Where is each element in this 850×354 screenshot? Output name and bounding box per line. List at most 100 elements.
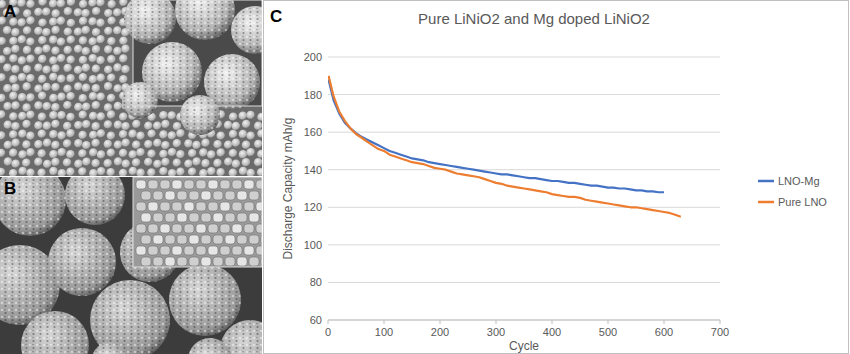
sem-grain [256, 202, 262, 211]
sem-particle [4, 157, 13, 166]
sem-grain [172, 180, 182, 189]
sem-particle [9, 75, 18, 84]
sem-particle [96, 56, 105, 65]
y-tick-label: 60 [310, 314, 322, 326]
sem-particle [38, 113, 47, 122]
sem-particle [66, 74, 75, 83]
sem-particle [49, 18, 58, 27]
sem-texture [169, 264, 241, 336]
sem-particle [122, 82, 158, 118]
sem-particle [67, 19, 76, 28]
sem-particle [38, 36, 47, 45]
sem-grain [148, 224, 158, 233]
sem-particle [229, 149, 238, 158]
sem-particle [113, 8, 122, 17]
sem-particle [65, 177, 125, 225]
y-tick-label: 120 [304, 201, 322, 213]
sem-particle [132, 158, 141, 167]
sem-particle [107, 110, 116, 119]
sem-grain [249, 235, 259, 244]
sem-grain [201, 257, 211, 266]
figure-svg: ABCPure LiNiO2 and Mg doped LiNiO2608010… [0, 0, 850, 354]
grid-line [328, 169, 720, 170]
x-axis-line [328, 320, 720, 321]
sem-particle [119, 0, 128, 6]
sem-particle [43, 139, 52, 148]
sem-particle [79, 111, 88, 120]
sem-particle [11, 159, 20, 168]
sem-particle [49, 150, 58, 159]
sem-inset [133, 177, 262, 267]
grid-line [328, 94, 720, 95]
legend-label: Pure LNO [778, 196, 827, 208]
sem-particle [199, 169, 208, 176]
sem-particle [49, 36, 58, 45]
legend-swatch [758, 180, 774, 183]
sem-particle [4, 121, 13, 130]
sem-particle [107, 55, 116, 64]
sem-particle [11, 28, 20, 37]
sem-particle [26, 55, 35, 64]
sem-particle [168, 131, 177, 140]
sem-particle [42, 66, 51, 75]
sem-grain [201, 191, 211, 200]
sem-particle [58, 148, 67, 157]
sem-particle [64, 27, 73, 36]
sem-grain [160, 224, 170, 233]
sem-grain [184, 224, 194, 233]
sem-particle [161, 120, 170, 129]
sem-particle [26, 16, 35, 25]
sem-particle [89, 131, 98, 140]
sem-particle [9, 149, 18, 158]
panel-label: A [4, 2, 16, 21]
sem-particle [26, 168, 35, 176]
sem-texture [65, 177, 125, 225]
sem-particle [229, 113, 238, 122]
sem-grain [249, 191, 259, 200]
grid-line [328, 207, 720, 208]
sem-particle [217, 131, 226, 140]
sem-particle [92, 7, 101, 16]
sem-grain [189, 213, 199, 222]
sem-particle [57, 17, 66, 26]
sem-particle [229, 169, 238, 176]
sem-particle [246, 111, 255, 120]
sem-particle [119, 149, 128, 158]
sem-particle [104, 159, 113, 168]
plot-area [329, 76, 681, 217]
sem-particle [74, 82, 83, 91]
sem-particle [129, 167, 138, 176]
sem-particle [231, 6, 262, 54]
sem-particle [49, 94, 58, 103]
sem-particle [42, 8, 51, 17]
sem-particle [188, 167, 197, 176]
sem-particle [11, 122, 20, 131]
sem-particle [107, 149, 116, 158]
sem-particle [82, 141, 91, 150]
sem-particle [91, 159, 100, 168]
sem-particle [18, 167, 27, 176]
sem-particle [92, 101, 101, 110]
sem-grain [153, 235, 163, 244]
sem-grain [189, 235, 199, 244]
panel-label: C [270, 7, 282, 26]
sem-particle [114, 84, 123, 93]
sem-particle [246, 148, 255, 157]
y-tick-label: 100 [304, 239, 322, 251]
sem-particle [78, 131, 87, 140]
sem-texture [92, 342, 128, 354]
sem-particle [97, 93, 106, 102]
sem-particle [34, 158, 43, 167]
sem-particle [122, 160, 131, 169]
sem-grain [220, 202, 230, 211]
sem-particle [67, 35, 76, 44]
sem-particle [0, 73, 6, 82]
sem-particle [21, 311, 89, 354]
sem-particle [121, 65, 130, 74]
sem-particle [257, 168, 262, 176]
sem-particle [114, 141, 123, 150]
sem-particle [63, 139, 72, 148]
sem-grain [237, 257, 247, 266]
sem-texture [0, 177, 66, 236]
sem-grain [177, 257, 187, 266]
